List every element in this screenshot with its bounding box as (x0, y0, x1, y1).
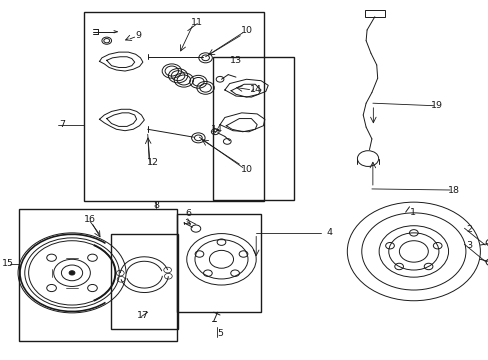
Text: 14: 14 (210, 125, 222, 134)
Text: 18: 18 (447, 185, 459, 194)
Text: 5: 5 (217, 329, 223, 338)
Text: 1: 1 (409, 208, 415, 217)
Text: 2: 2 (466, 225, 471, 234)
Text: 7: 7 (59, 120, 65, 129)
Text: 10: 10 (240, 26, 252, 35)
Text: 15: 15 (2, 260, 14, 269)
Text: 16: 16 (84, 215, 96, 224)
Text: 6: 6 (185, 210, 191, 219)
Text: 9: 9 (135, 31, 141, 40)
Text: 19: 19 (430, 101, 442, 110)
Bar (110, 234, 178, 329)
Text: 4: 4 (326, 228, 332, 237)
Text: 12: 12 (146, 158, 158, 167)
Text: 3: 3 (465, 240, 471, 249)
Bar (83, 12, 264, 202)
Bar (364, 10, 384, 17)
Text: 11: 11 (191, 18, 203, 27)
Bar (177, 214, 261, 312)
Text: 8: 8 (153, 201, 159, 210)
Text: 13: 13 (229, 56, 242, 65)
Text: 17: 17 (137, 311, 148, 320)
Bar (212, 57, 293, 200)
Bar (19, 208, 177, 341)
Text: 14: 14 (250, 85, 262, 94)
Circle shape (69, 271, 75, 275)
Text: 10: 10 (240, 165, 252, 174)
